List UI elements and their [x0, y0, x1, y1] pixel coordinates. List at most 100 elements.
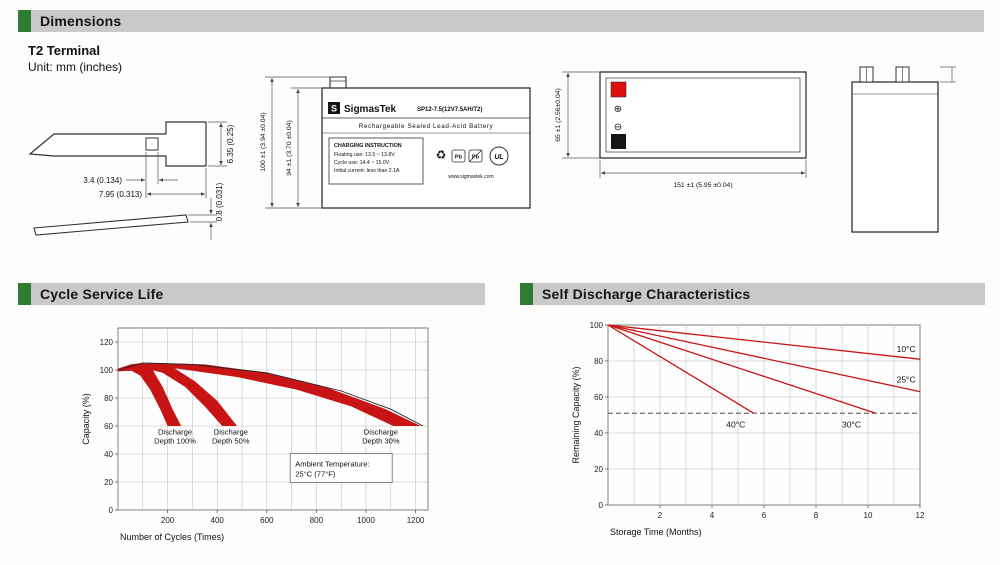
band-label: Discharge [158, 427, 192, 436]
svg-text:UL: UL [494, 154, 503, 161]
temperature-line [607, 324, 921, 360]
x-tick-label: 800 [310, 516, 324, 525]
terminal-strip-outline [33, 214, 189, 236]
temperature-line-label: 10°C [897, 344, 916, 354]
y-axis-label: Capacity (%) [81, 393, 91, 445]
temperature-line [607, 324, 921, 393]
dim-case-height: 94 ±1 (3.70 ±0.04) [286, 120, 293, 175]
battery-top-view: ⊕ ⊖ 65 ±1 (2.56±0.04) 151 ±1 (5.95 ±0.04… [555, 71, 807, 189]
ambient-temperature-note-text: Ambient Temperature: [295, 460, 370, 469]
terminal-tab-outline [28, 121, 207, 167]
dim-top-width: 65 ±1 (2.56±0.04) [555, 88, 562, 142]
x-tick-label: 10 [864, 511, 873, 520]
charging-instruction-box [328, 137, 424, 185]
cycle-section-header: Cycle Service Life [18, 283, 485, 305]
y-tick-label: 40 [104, 450, 113, 459]
band-label: Depth 30% [362, 436, 400, 445]
discharge-depth-band [118, 363, 182, 426]
terminal-detail-drawing: 6.35 (0.25) 3.4 (0.134) 7.95 (0.313) 0.8… [28, 121, 235, 240]
temperature-line-label: 40°C [726, 420, 745, 430]
charging-line-1: Floating use: 13.5 ~ 13.8V [334, 152, 395, 158]
y-tick-label: 0 [109, 506, 114, 515]
y-tick-label: 100 [590, 321, 604, 330]
x-tick-label: 2 [658, 511, 663, 520]
battery-front-terminal [329, 76, 347, 88]
website-text: www.sigmastek.com [448, 174, 493, 180]
cycle-section-title: Cycle Service Life [40, 286, 164, 302]
temperature-line [607, 324, 877, 414]
charging-instruction-title: CHARGING INSTRUCTION [334, 143, 402, 149]
dim-terminal-height: 6.35 (0.25) [226, 124, 235, 163]
y-tick-label: 0 [599, 501, 604, 510]
y-tick-label: 80 [594, 357, 603, 366]
capacity-envelope-curve [117, 362, 424, 427]
y-tick-label: 20 [594, 465, 603, 474]
y-tick-label: 60 [594, 393, 603, 402]
band-label: Discharge [214, 427, 248, 436]
y-tick-label: 100 [100, 366, 114, 375]
battery-type-text: Rechargeable Sealed Lead-Acid Battery [359, 123, 494, 130]
unit-label: Unit: mm (inches) [28, 60, 123, 74]
positive-symbol: ⊕ [614, 104, 622, 115]
svg-text:Pb: Pb [472, 155, 480, 161]
dimensions-section-title: Dimensions [40, 13, 122, 29]
battery-side-view [851, 66, 956, 233]
negative-symbol: ⊖ [614, 122, 622, 133]
ul-logo-icon [489, 146, 509, 166]
self-discharge-section-header: Self Discharge Characteristics [520, 283, 985, 305]
side-view-terminals [859, 66, 910, 83]
x-tick-label: 1000 [357, 516, 375, 525]
charging-line-2: Cycle use: 14.4 ~ 15.0V [334, 160, 390, 166]
recycle-icon: ♻ [436, 148, 447, 162]
brand-logo-letter: S [331, 104, 337, 114]
dim-terminal-hole-width: 3.4 (0.134) [83, 176, 122, 185]
terminal-type-label: T2 Terminal [28, 43, 101, 58]
self-discharge-chart: 2 4 6 8 10 12 0 20 40 60 80 100 10°C 25°C 40°C 30°C Rema… [571, 321, 925, 537]
negative-terminal [611, 134, 626, 149]
charging-line-3: Initial current: less than 2.1A [334, 168, 400, 174]
cycle-service-life-chart: 200 400 600 800 1000 1200 0 20 40 60 80 100 120 Disch… [81, 327, 429, 542]
green-accent-square [18, 283, 31, 305]
model-number: SP12-7.5(12V7.5AH/T2) [417, 107, 482, 113]
green-accent-square [18, 10, 31, 32]
x-tick-label: 400 [211, 516, 225, 525]
side-view-terminal-dimension [940, 66, 956, 83]
side-view-outline [851, 81, 939, 233]
ambient-temperature-note-text: 25°C (77°F) [295, 470, 336, 479]
top-view-inner-line [605, 77, 801, 153]
svg-text:Pb: Pb [455, 155, 463, 161]
battery-front-view: 100 ±1 (3.94 ±0.04) 94 ±1 (3.70 ±0.04) S… [260, 76, 531, 209]
x-axis-label: Number of Cycles (Times) [120, 532, 224, 542]
y-axis-label: Remaining Capacity (%) [571, 366, 581, 463]
y-tick-label: 40 [594, 429, 603, 438]
dim-terminal-thickness: 0.8 (0.031) [215, 182, 224, 221]
x-tick-label: 6 [762, 511, 767, 520]
band-label: Depth 50% [212, 436, 250, 445]
temperature-line-label: 30°C [842, 420, 861, 430]
band-label: Depth 100% [154, 436, 196, 445]
top-view-outline [599, 71, 807, 159]
self-discharge-section-title: Self Discharge Characteristics [542, 286, 751, 302]
dim-terminal-length: 7.95 (0.313) [99, 190, 142, 199]
green-accent-square [520, 283, 533, 305]
dimensions-section-header: Dimensions [18, 10, 984, 32]
y-tick-label: 20 [104, 478, 113, 487]
brand-logo-box [328, 102, 340, 114]
x-tick-label: 8 [814, 511, 819, 520]
y-tick-label: 120 [100, 338, 114, 347]
x-tick-label: 4 [710, 511, 715, 520]
x-axis-label: Storage Time (Months) [610, 527, 702, 537]
discharge-depth-band [118, 363, 237, 426]
pb-icon-1 [451, 149, 466, 163]
pb-crossed-icon [468, 149, 483, 163]
x-tick-label: 200 [161, 516, 175, 525]
discharge-depth-band [118, 363, 421, 426]
temperature-line [607, 324, 754, 414]
dim-overall-height: 100 ±1 (3.94 ±0.04) [260, 112, 267, 171]
y-tick-label: 80 [104, 394, 113, 403]
ambient-temperature-note-box [289, 453, 393, 483]
dim-top-length: 151 ±1 (5.95 ±0.04) [673, 182, 732, 189]
x-tick-label: 600 [260, 516, 274, 525]
positive-terminal [610, 81, 627, 98]
